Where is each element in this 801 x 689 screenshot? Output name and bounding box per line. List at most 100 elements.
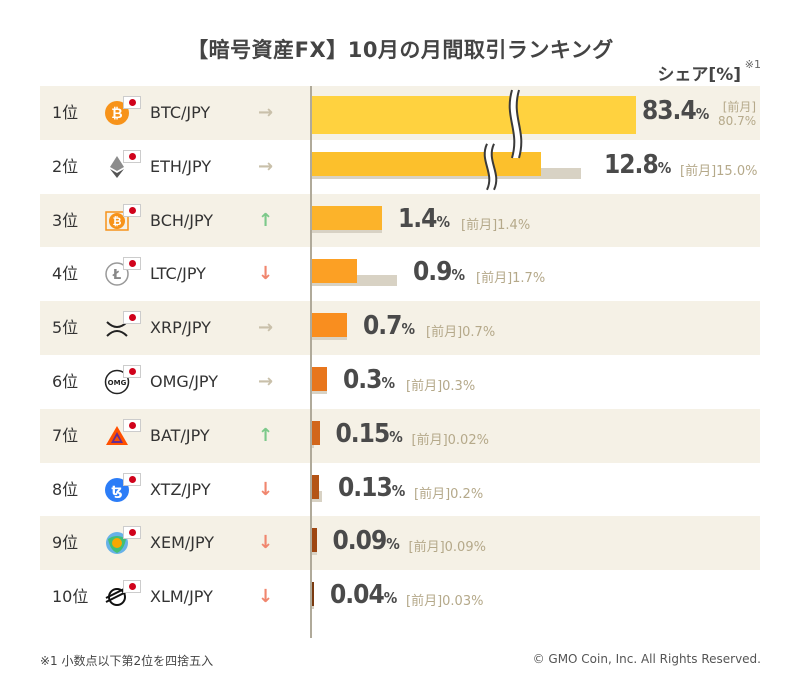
value-unit: %: [389, 427, 403, 446]
pair-label: BAT/JPY: [150, 425, 210, 445]
value-number: 83.4: [642, 96, 697, 126]
pair-label: OMG/JPY: [150, 371, 218, 391]
trend-down-arrow-icon: ↓: [258, 263, 274, 285]
value-unit: %: [386, 535, 400, 554]
value-label: 83.4%: [642, 96, 709, 126]
trend-up-arrow-icon: ↑: [258, 209, 274, 231]
bar-current-month: [312, 474, 319, 499]
value-unit: %: [401, 320, 415, 339]
trend-down-arrow-icon: ↓: [258, 532, 274, 554]
nem-icon: [106, 532, 128, 555]
pair-label: XEM/JPY: [150, 533, 215, 553]
svg-text:Ł: Ł: [112, 268, 121, 283]
trend-same-arrow-icon: →: [258, 155, 274, 177]
value-label: 0.15%: [336, 419, 403, 449]
jpy-flag-icon: [123, 472, 141, 486]
rank-label: 5位: [52, 318, 79, 338]
previous-month-label: [前月]0.3%: [406, 375, 475, 394]
bar-current-month: [312, 582, 314, 607]
previous-month-value: 0.3%: [442, 379, 476, 394]
jpy-flag-icon: [123, 257, 141, 271]
value-label: 0.09%: [333, 526, 400, 556]
value-unit: %: [381, 374, 395, 392]
pair-label: XTZ/JPY: [150, 479, 211, 499]
pair-label: XLM/JPY: [150, 587, 213, 607]
previous-month-prefix: [前月]: [680, 163, 717, 179]
value-number: 0.3: [343, 365, 382, 395]
bar-current-month: [312, 259, 357, 284]
jpy-flag-icon: [123, 526, 141, 540]
previous-month-prefix: [前月]: [406, 379, 443, 394]
bar-current-month: [312, 420, 320, 445]
jpy-flag-icon: [123, 96, 141, 109]
value-number: 1.4: [398, 203, 437, 234]
rank-label: 10位: [52, 587, 89, 607]
previous-month-value: 0.02%: [447, 432, 489, 448]
value-label: 0.7%: [363, 311, 415, 341]
bitcoin-cash-icon: ₿: [105, 210, 129, 231]
pair-label: ETH/JPY: [150, 156, 212, 176]
rank-label: 2位: [52, 156, 79, 176]
copyright: © GMO Coin, Inc. All Rights Reserved.: [532, 652, 761, 666]
previous-month-prefix: [前月]: [461, 217, 498, 233]
bat-icon: [106, 425, 128, 445]
value-number: 0.04: [330, 580, 385, 611]
rank-label: 9位: [52, 533, 79, 553]
share-footnote-marker: ※1: [744, 58, 761, 71]
bar-current-month: [312, 96, 636, 134]
value-label: 12.8%: [604, 150, 671, 180]
trend-same-arrow-icon: →: [258, 370, 274, 392]
ranking-row: 6位 OMG OMG/JPY →: [40, 355, 760, 409]
jpy-flag-icon: [123, 364, 141, 378]
ranking-row: 7位 BAT/JPY ↑: [40, 408, 760, 463]
pair-label: LTC/JPY: [150, 264, 206, 284]
previous-month-label: [前月]0.03%: [406, 590, 483, 609]
trend-up-arrow-icon: ↑: [258, 424, 274, 446]
bar-current-month: [312, 367, 327, 391]
rank-label: 6位: [52, 371, 79, 391]
svg-text:₿: ₿: [111, 106, 122, 122]
svg-text:₿: ₿: [113, 215, 122, 228]
bar-current-month: [312, 205, 382, 230]
footnote: ※1 小数点以下第2位を四捨五入: [40, 654, 214, 668]
previous-month-label: [前月] 80.7%: [718, 100, 756, 128]
jpy-flag-icon: [123, 311, 141, 325]
omg-icon: OMG: [104, 369, 130, 395]
previous-month-prefix: [前月]: [408, 540, 445, 556]
value-unit: %: [436, 212, 450, 231]
value-number: 0.7: [363, 311, 402, 342]
trend-same-arrow-icon: →: [258, 317, 274, 339]
pair-label: BTC/JPY: [150, 103, 211, 122]
jpy-flag-icon: [123, 203, 141, 217]
value-unit: %: [657, 158, 672, 177]
value-number: 12.8: [604, 149, 659, 180]
previous-month-prefix: [前月]: [411, 432, 448, 448]
value-number: 0.09: [332, 526, 388, 557]
value-label: 0.3%: [343, 365, 395, 395]
jpy-flag-icon: [123, 149, 141, 163]
value-unit: %: [383, 589, 398, 608]
rank-label: 3位: [52, 210, 79, 230]
previous-month-prefix: [前月]: [722, 100, 757, 114]
ethereum-icon: [110, 155, 124, 178]
pair-label: XRP/JPY: [150, 318, 211, 338]
previous-month-label: [前月]1.4%: [461, 214, 530, 233]
ranking-row: 2位 ETH/JPY →: [40, 140, 760, 194]
previous-month-prefix: [前月]: [414, 486, 451, 502]
bar-current-month: [312, 313, 347, 338]
previous-month-value: 1.7%: [512, 271, 546, 287]
jpy-flag-icon: [123, 418, 141, 432]
trend-down-arrow-icon: ↓: [258, 586, 274, 608]
ranking-row: 9位 XEM/JPY ↓: [40, 516, 760, 571]
trend-same-arrow-icon: →: [258, 102, 274, 123]
omg-icon-label: OMG: [108, 379, 127, 387]
rank-label: 7位: [52, 425, 79, 445]
value-number: 0.15: [335, 418, 391, 449]
previous-month-value: 0.7%: [462, 325, 496, 341]
share-axis-label: シェア[%]: [657, 65, 741, 85]
previous-month-label: [前月]0.09%: [409, 536, 486, 555]
previous-month-value: 80.7%: [718, 114, 757, 128]
value-number: 0.9: [413, 257, 452, 288]
ranking-row: 5位 XRP/JPY →: [40, 301, 760, 355]
rank-label: 1位: [52, 103, 79, 122]
